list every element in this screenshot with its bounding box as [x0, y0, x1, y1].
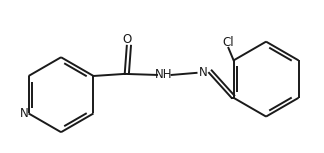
Text: NH: NH: [155, 68, 172, 81]
Text: N: N: [198, 66, 207, 79]
Text: N: N: [19, 107, 28, 120]
Text: O: O: [122, 33, 132, 46]
Text: Cl: Cl: [223, 36, 234, 49]
